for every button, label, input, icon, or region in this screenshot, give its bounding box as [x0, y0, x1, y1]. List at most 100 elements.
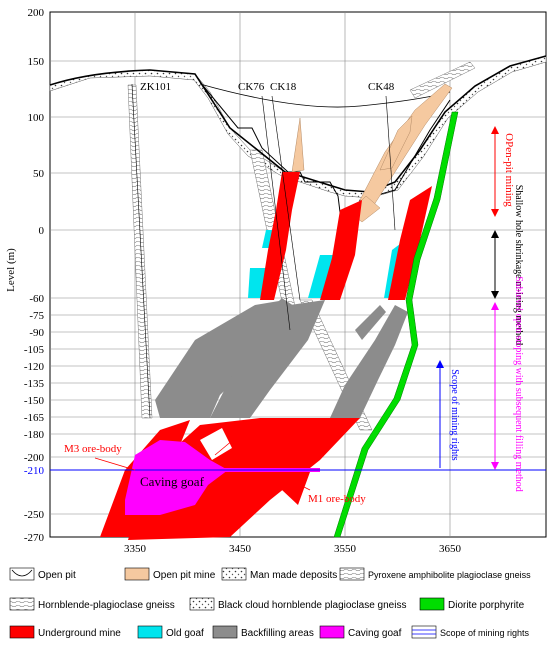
- borehole-ck76: [261, 95, 291, 331]
- legend-item: Open pit: [9, 567, 76, 581]
- legend-label: Diorite porphyrite: [448, 600, 525, 611]
- m3-leader: [94, 457, 136, 471]
- sublevel-label: Sublevel open stoping with subsequent fi…: [513, 276, 524, 492]
- legend-label: Man made deposits: [250, 570, 337, 581]
- legend-item: Black cloud hornblende plagioclase gneis…: [189, 597, 406, 611]
- man-made-deposits-swatch: [221, 567, 247, 581]
- m1-leader: [279, 474, 311, 491]
- ore-east-upper: [388, 186, 432, 300]
- shrinkage-label: Shallow hole shrinkage m-ining method: [513, 185, 524, 346]
- backfilling-zone-3: [330, 305, 408, 418]
- backfilling-swatch: [212, 625, 238, 639]
- ore-m1-upper: [320, 200, 362, 300]
- x-tick: 3350: [124, 543, 147, 555]
- y-tick-rights: -210: [24, 465, 45, 477]
- borehole-ck48: [385, 95, 396, 231]
- black-cloud-swatch: [189, 597, 215, 611]
- pit-rim-line: [199, 83, 451, 108]
- gneiss-band-right: [409, 61, 476, 99]
- legend-label: Hornblende-plagioclase gneiss: [38, 600, 175, 611]
- open-pit-outline: [199, 81, 451, 229]
- sublevel-arrow-head-down: [491, 462, 499, 470]
- sublevel-arrow-head-up: [491, 302, 499, 310]
- rights-arrow-head: [436, 360, 444, 368]
- y-axis-ticks: 200 150 100 50 0 -60 -75 -90 -105 -120 -…: [24, 7, 45, 544]
- ore-body-label: M3 ore-body: [64, 443, 122, 455]
- open-pit-mining-label: OPen-pit mining: [503, 133, 515, 207]
- diorite-porphyrite-dyke: [333, 111, 459, 538]
- x-axis-ticks: 3350 3450 3550 3650: [124, 543, 462, 555]
- y-tick: -270: [24, 532, 45, 544]
- y-axis-label: Level (m): [5, 248, 17, 292]
- y-tick: -60: [29, 293, 44, 305]
- mining-rights-label: Scope of mining rights: [449, 369, 460, 460]
- x-tick: 3450: [229, 543, 252, 555]
- legend: Open pit Open pit mine Man made deposits…: [9, 567, 531, 639]
- mining-rights-swatch: [411, 625, 437, 639]
- ore-m2-upper: [260, 172, 300, 300]
- open-pit-mine-lens: [379, 115, 413, 171]
- borehole-label: CK48: [368, 81, 395, 93]
- legend-label: Underground mine: [38, 628, 121, 639]
- y-tick: 100: [28, 112, 45, 124]
- legend-label: Open pit mine: [153, 570, 216, 581]
- legend-item: Hornblende-plagioclase gneiss: [9, 597, 175, 611]
- borehole-label: ZK101: [140, 81, 171, 93]
- ore-body-label: M1 ore-body: [308, 493, 366, 505]
- y-tick: -180: [24, 429, 45, 441]
- open-pit-mine-spike: [291, 117, 305, 173]
- shrinkage-arrow-head-down: [491, 291, 499, 299]
- legend-item: Man made deposits: [221, 567, 337, 581]
- y-tick: -120: [24, 361, 45, 373]
- open-pit-arrow-head-down: [491, 209, 499, 217]
- pyroxene-swatch: [339, 567, 365, 581]
- legend-label: Caving goaf: [348, 628, 402, 639]
- borehole-label: CK18: [270, 81, 297, 93]
- x-tick: 3550: [334, 543, 357, 555]
- underground-mine-swatch: [9, 625, 35, 639]
- borehole-zk101: [131, 83, 151, 419]
- y-tick: -90: [29, 327, 44, 339]
- legend-label: Scope of mining rights: [440, 628, 530, 638]
- shrinkage-arrow-head-up: [491, 230, 499, 238]
- y-tick: 150: [28, 56, 45, 68]
- legend-label: Open pit: [38, 570, 76, 581]
- open-pit-arrow-head-up: [491, 126, 499, 134]
- ore-m1-branch: [258, 455, 310, 505]
- y-tick: -135: [24, 378, 45, 390]
- backfilling-zone-1: [155, 300, 300, 418]
- ground-surface-line: [49, 55, 547, 193]
- borehole-label: CK76: [238, 81, 265, 93]
- caving-goaf-swatch: [319, 625, 345, 639]
- gneiss-band-left: [127, 84, 153, 419]
- legend-item: Old goaf: [137, 625, 204, 639]
- hornblende-swatch: [9, 597, 35, 611]
- y-tick: 200: [28, 7, 45, 19]
- y-tick: -150: [24, 395, 45, 407]
- y-tick: -250: [24, 509, 45, 521]
- legend-item: Scope of mining rights: [411, 625, 530, 639]
- legend-item: Caving goaf: [319, 625, 402, 639]
- legend-label: Old goaf: [166, 628, 204, 639]
- legend-label: Black cloud hornblende plagioclase gneis…: [218, 600, 406, 611]
- y-tick: -165: [24, 412, 45, 424]
- legend-label: Pyroxene amphibolite plagioclase gneiss: [368, 570, 531, 580]
- legend-item: Open pit mine: [124, 567, 216, 581]
- caving-goaf-body: [125, 440, 228, 515]
- x-tick: 3650: [439, 543, 462, 555]
- legend-item: Underground mine: [9, 625, 121, 639]
- diorite-swatch: [419, 597, 445, 611]
- borehole-ck18: [271, 95, 301, 301]
- m2-leader: [214, 429, 246, 456]
- caving-goaf-label: Caving goaf: [140, 474, 205, 489]
- backfilling-zone-2: [210, 300, 325, 418]
- legend-label: Backfilling areas: [241, 628, 314, 639]
- open-pit-mine-swatch: [124, 567, 150, 581]
- y-tick: -105: [24, 344, 45, 356]
- legend-item: Backfilling areas: [212, 625, 314, 639]
- ore-inclusion: [200, 428, 232, 460]
- old-goaf-swatch: [137, 625, 163, 639]
- y-tick: -75: [29, 310, 44, 322]
- backfilling-zone-4: [355, 305, 386, 340]
